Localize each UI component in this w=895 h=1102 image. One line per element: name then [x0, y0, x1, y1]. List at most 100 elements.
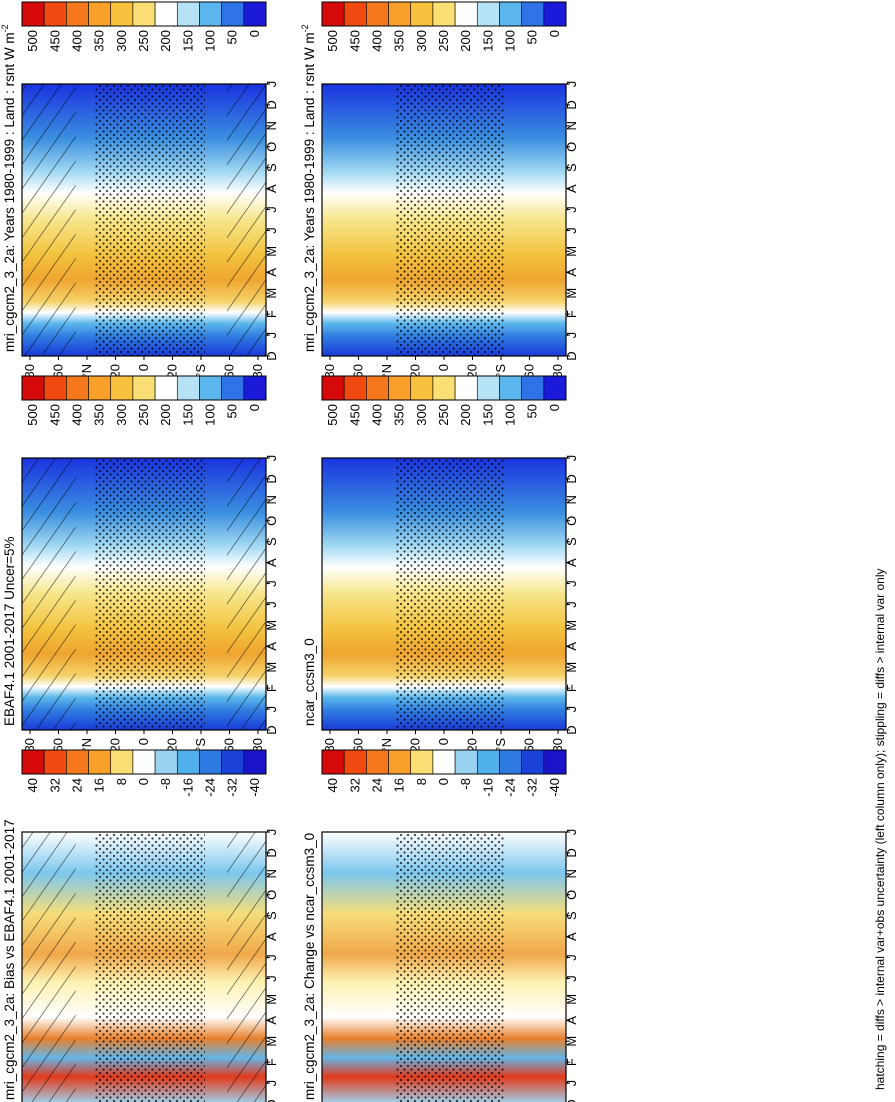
- month-tick-label: D: [264, 1099, 279, 1102]
- lat-tick-label: 0: [136, 738, 151, 745]
- lat-tick-label: °S: [493, 364, 508, 378]
- month-tick-label: O: [264, 516, 279, 526]
- colorbar-tick-label: 250: [436, 404, 451, 426]
- month-tick-label: D: [564, 351, 579, 360]
- panel-title: mri_cgcm2_3_2a: Years 1980-1999 : Land :…: [0, 24, 17, 352]
- colorbar-tick-label: 50: [525, 30, 540, 44]
- colorbar-tick-label: 32: [347, 778, 362, 792]
- colorbar-tick-label: 500: [325, 404, 340, 426]
- colorbar-tick-label: 0: [547, 404, 562, 411]
- colorbar-tick-label: 400: [369, 404, 384, 426]
- month-tick-label: O: [564, 516, 579, 526]
- colorbar-tick-label: 0: [247, 404, 262, 411]
- colorbar-tick-label: 200: [158, 30, 173, 52]
- colorbar-tick-label: 200: [458, 404, 473, 426]
- lat-tick-label: 20: [165, 364, 180, 378]
- month-tick-label: J: [564, 206, 579, 213]
- colorbar-tick-label: 50: [225, 404, 240, 418]
- stipple-ref_model: [395, 458, 505, 730]
- month-tick-label: A: [564, 268, 579, 277]
- colorbar-tick-label: 450: [47, 404, 62, 426]
- lat-tick-label: 0: [436, 738, 451, 745]
- colorbar-tick-label: 150: [180, 404, 195, 426]
- colorbar-tick-label: -24: [203, 778, 218, 797]
- colorbar-swatch: [243, 1, 267, 27]
- colorbar-swatch: [199, 749, 222, 775]
- colorbar-tick-label: 100: [203, 30, 218, 52]
- colorbar-swatch: [499, 375, 522, 401]
- month-tick-label: M: [264, 620, 279, 631]
- colorbar-swatch: [432, 375, 456, 401]
- month-tick-label: N: [264, 121, 279, 130]
- colorbar-swatch: [132, 749, 156, 775]
- month-tick-label: J: [264, 81, 279, 88]
- frame-bias: [21, 831, 267, 1102]
- month-tick-label: D: [564, 474, 579, 483]
- month-tick-label: O: [564, 142, 579, 152]
- colorbar-swatch: [410, 375, 434, 401]
- colorbar-tick-label: 0: [547, 30, 562, 37]
- hatch-south-bias: [226, 832, 266, 1102]
- colorbar-swatch: [476, 1, 500, 27]
- month-tick-label: N: [264, 869, 279, 878]
- colorbar-tick-label: 24: [69, 778, 84, 792]
- lat-tick-label: 80: [250, 364, 265, 378]
- colorbar-swatch: [176, 1, 200, 27]
- panel-title: mri_cgcm2_3_2a: Change vs ncar_ccsm3_0: [302, 833, 317, 1100]
- colorbar-swatch: [132, 375, 156, 401]
- month-tick-label: A: [564, 932, 579, 941]
- colorbar-swatch: [543, 1, 567, 27]
- month-tick-label: D: [564, 1099, 579, 1102]
- colorbar-swatch: [88, 749, 112, 775]
- colorbar-tick-label: -32: [225, 778, 240, 797]
- colorbar-tick-label: 0: [247, 30, 262, 37]
- lat-tick-label: 80: [22, 364, 37, 378]
- month-tick-label: A: [564, 642, 579, 651]
- stipple-bias: [95, 832, 205, 1102]
- month-tick-label: O: [264, 142, 279, 152]
- colorbar-swatch: [66, 1, 89, 27]
- lat-tick-label: 20: [108, 738, 123, 752]
- colorbar-tick-label: 8: [114, 778, 129, 785]
- colorbar-tick-label: 300: [114, 30, 129, 52]
- month-tick-label: F: [564, 684, 579, 692]
- stipple-model_rsnt_right: [395, 84, 505, 356]
- colorbar-swatch: [543, 749, 567, 775]
- hatch-south-model_rsnt: [226, 84, 266, 356]
- colorbar-swatch: [521, 749, 545, 775]
- panel-model_rsnt: 80 60 °N 20 0 20 °S 60 80DJFMAMJJASONDJmri_cgcm2…: [0, 1, 279, 379]
- colorbar-tick-label: 400: [69, 404, 84, 426]
- colorbar-swatch: [543, 375, 567, 401]
- frame-change: [321, 831, 567, 1102]
- lat-tick-label: 60: [351, 364, 366, 378]
- lat-tick-label: 20: [165, 738, 180, 752]
- hatch-north-bias: [22, 832, 76, 1102]
- month-tick-label: J: [564, 1080, 579, 1087]
- colorbar-swatch: [199, 1, 222, 27]
- colorbar-tick-label: -32: [525, 778, 540, 797]
- lat-tick-label: 60: [522, 364, 537, 378]
- month-tick-label: D: [564, 100, 579, 109]
- colorbar-tick-label: 250: [136, 30, 151, 52]
- month-tick-label: J: [264, 332, 279, 339]
- panel-title: mri_cgcm2_3_2a: Years 1980-1999 : Land :…: [300, 24, 317, 352]
- colorbar-swatch: [343, 375, 367, 401]
- month-tick-label: A: [264, 558, 279, 567]
- month-tick-label: J: [264, 455, 279, 462]
- colorbar-swatch: [88, 1, 112, 27]
- colorbar-tick-label: 24: [369, 778, 384, 792]
- colorbar-tick-label: 500: [325, 30, 340, 52]
- lat-tick-label: °S: [493, 738, 508, 752]
- colorbar-swatch: [343, 749, 367, 775]
- lat-tick-label: 80: [250, 738, 265, 752]
- colorbar-tick-label: 300: [114, 404, 129, 426]
- lat-tick-label: 60: [222, 738, 237, 752]
- colorbar-tick-label: 100: [503, 30, 518, 52]
- colorbar-swatch: [43, 1, 67, 27]
- colorbar-tick-label: 400: [369, 30, 384, 52]
- colorbar-tick-label: -8: [458, 778, 473, 790]
- month-tick-label: J: [564, 455, 579, 462]
- colorbar-tick-label: 450: [47, 30, 62, 52]
- panel-title: mri_cgcm2_3_2a: Bias vs EBAF4.1 2001-201…: [2, 819, 17, 1100]
- colorbar-tick-label: 300: [414, 30, 429, 52]
